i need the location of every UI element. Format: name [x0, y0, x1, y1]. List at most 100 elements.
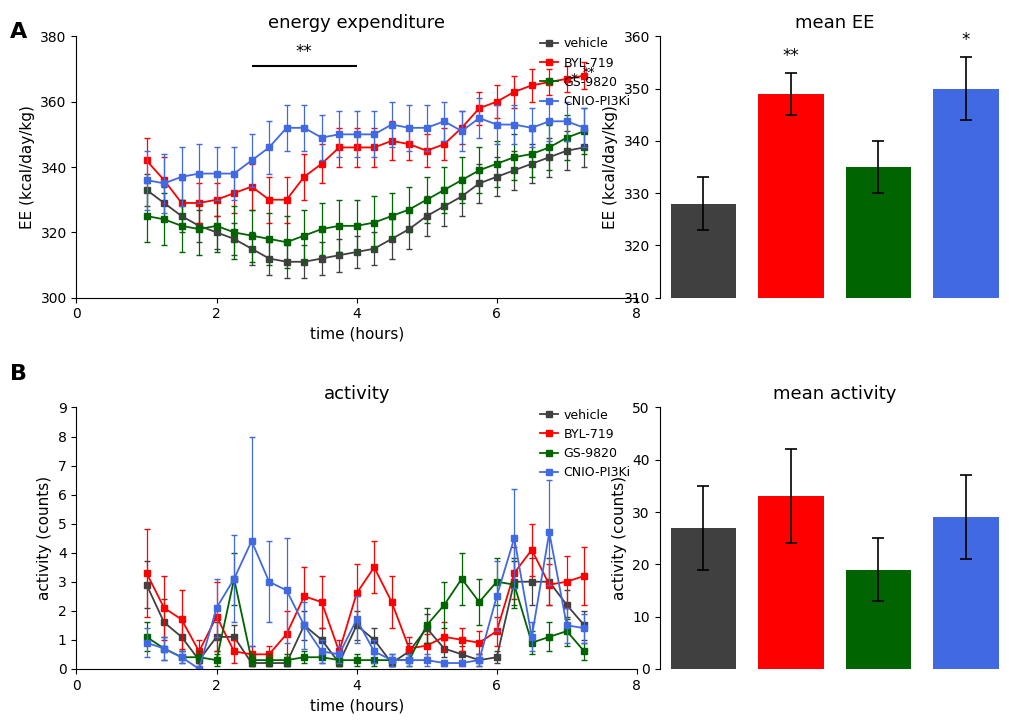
Y-axis label: activity (counts): activity (counts): [611, 476, 626, 601]
GS-9820: [193, 653, 205, 662]
GS-9820: [141, 632, 153, 641]
CNIO-PI3Ki: [315, 647, 327, 656]
CNIO-PI3Ki: [455, 126, 468, 135]
CNIO-PI3Ki: [438, 117, 450, 126]
X-axis label: time (hours): time (hours): [309, 327, 404, 342]
CNIO-PI3Ki: [228, 169, 240, 178]
CNIO-PI3Ki: [403, 656, 415, 664]
vehicle: [141, 185, 153, 194]
vehicle: [507, 577, 520, 586]
CNIO-PI3Ki: [263, 577, 275, 586]
BYL-719: [455, 635, 468, 644]
Line: CNIO-PI3Ki: CNIO-PI3Ki: [144, 115, 587, 187]
vehicle: [578, 143, 590, 152]
CNIO-PI3Ki: [525, 632, 537, 641]
GS-9820: [141, 212, 153, 220]
GS-9820: [403, 656, 415, 664]
GS-9820: [280, 656, 292, 664]
vehicle: [210, 228, 222, 237]
Bar: [669, 204, 736, 298]
Line: vehicle: vehicle: [144, 144, 587, 265]
GS-9820: [385, 656, 397, 664]
BYL-719: [263, 650, 275, 659]
Y-axis label: EE (kcal/day/kg): EE (kcal/day/kg): [602, 105, 618, 229]
GS-9820: [420, 621, 432, 630]
BYL-719: [228, 189, 240, 198]
GS-9820: [438, 601, 450, 609]
BYL-719: [525, 81, 537, 89]
vehicle: [420, 212, 432, 220]
BYL-719: [473, 638, 485, 647]
CNIO-PI3Ki: [333, 650, 345, 659]
GS-9820: [490, 577, 502, 586]
vehicle: [543, 577, 555, 586]
CNIO-PI3Ki: [263, 143, 275, 152]
GS-9820: [333, 222, 345, 230]
GS-9820: [403, 205, 415, 214]
vehicle: [193, 222, 205, 230]
BYL-719: [298, 172, 310, 181]
vehicle: [525, 577, 537, 586]
Line: CNIO-PI3Ki: CNIO-PI3Ki: [144, 529, 587, 672]
BYL-719: [228, 647, 240, 656]
vehicle: [578, 621, 590, 630]
vehicle: [333, 659, 345, 667]
Title: mean activity: mean activity: [772, 385, 896, 403]
GS-9820: [543, 143, 555, 152]
GS-9820: [490, 159, 502, 168]
Text: B: B: [10, 364, 28, 384]
vehicle: [525, 159, 537, 168]
CNIO-PI3Ki: [141, 176, 153, 185]
GS-9820: [420, 196, 432, 204]
vehicle: [228, 235, 240, 244]
CNIO-PI3Ki: [333, 130, 345, 139]
BYL-719: [473, 104, 485, 113]
Line: vehicle: vehicle: [144, 579, 587, 666]
CNIO-PI3Ki: [351, 615, 363, 624]
vehicle: [175, 632, 187, 641]
BYL-719: [280, 630, 292, 638]
GS-9820: [438, 185, 450, 194]
BYL-719: [210, 196, 222, 204]
GS-9820: [298, 231, 310, 240]
vehicle: [158, 618, 170, 627]
CNIO-PI3Ki: [210, 603, 222, 612]
vehicle: [263, 254, 275, 263]
vehicle: [473, 656, 485, 664]
vehicle: [210, 632, 222, 641]
GS-9820: [351, 222, 363, 230]
CNIO-PI3Ki: [420, 124, 432, 132]
vehicle: [490, 172, 502, 181]
vehicle: [560, 146, 573, 155]
BYL-719: [315, 598, 327, 606]
GS-9820: [315, 653, 327, 662]
GS-9820: [473, 598, 485, 606]
CNIO-PI3Ki: [438, 659, 450, 667]
BYL-719: [543, 78, 555, 87]
GS-9820: [280, 238, 292, 246]
vehicle: [228, 632, 240, 641]
CNIO-PI3Ki: [280, 124, 292, 132]
GS-9820: [455, 574, 468, 583]
GS-9820: [560, 627, 573, 635]
BYL-719: [543, 580, 555, 589]
BYL-719: [193, 647, 205, 656]
CNIO-PI3Ki: [280, 586, 292, 595]
GS-9820: [246, 656, 258, 664]
BYL-719: [578, 571, 590, 580]
vehicle: [298, 257, 310, 266]
BYL-719: [298, 592, 310, 601]
GS-9820: [351, 656, 363, 664]
GS-9820: [578, 126, 590, 135]
BYL-719: [490, 627, 502, 635]
CNIO-PI3Ki: [298, 621, 310, 630]
BYL-719: [403, 644, 415, 653]
vehicle: [158, 198, 170, 207]
vehicle: [507, 166, 520, 174]
GS-9820: [246, 231, 258, 240]
CNIO-PI3Ki: [543, 528, 555, 537]
CNIO-PI3Ki: [158, 179, 170, 188]
CNIO-PI3Ki: [315, 133, 327, 142]
GS-9820: [525, 150, 537, 158]
GS-9820: [507, 580, 520, 589]
